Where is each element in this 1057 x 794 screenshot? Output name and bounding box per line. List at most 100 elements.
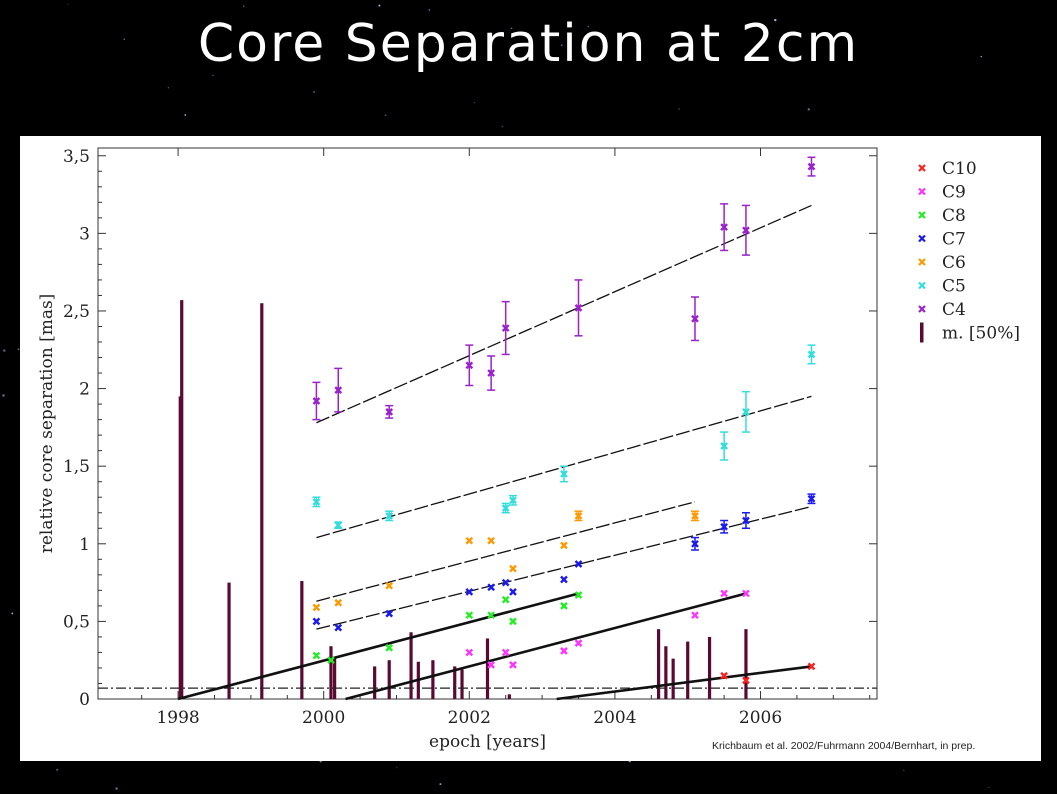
- star: [2, 394, 5, 397]
- data-point-c7: [465, 588, 474, 596]
- bar: [227, 582, 231, 699]
- data-point-c8: [560, 602, 568, 610]
- y-tick-label: 1: [79, 535, 90, 555]
- data-point-c6: [509, 564, 517, 573]
- chart-panel: 0 0,5 1 1,5 2 2,5 3 3,5 1998 2000 2002 2004 2006 epoc…: [20, 136, 1041, 761]
- bar: [431, 660, 435, 699]
- y-tick-label: 3,5: [63, 147, 90, 167]
- star: [17, 348, 20, 351]
- star: [980, 55, 982, 58]
- legend-marker-c5: [918, 281, 926, 290]
- data-point-c6: [487, 536, 495, 545]
- bar: [485, 638, 490, 699]
- data-point-c9: [742, 589, 750, 598]
- bar: [656, 629, 661, 699]
- bar: [333, 657, 337, 699]
- data-point-c7: [385, 609, 394, 618]
- star: [473, 101, 475, 104]
- data-point-c8: [509, 617, 517, 626]
- data-point-c9: [574, 639, 583, 647]
- legend-label-c6: C6: [942, 253, 966, 273]
- x-tick-label: 2004: [593, 708, 636, 728]
- legend-label-c5: C5: [942, 277, 966, 297]
- data-point-c5: [385, 512, 394, 520]
- data-point-c8: [501, 595, 510, 604]
- legend-label-c7: C7: [942, 230, 966, 250]
- bar: [409, 632, 413, 699]
- star: [774, 18, 777, 22]
- star: [313, 91, 315, 93]
- data-point-c7: [807, 494, 816, 503]
- star: [428, 9, 431, 11]
- legend-marker-c10: [918, 164, 926, 172]
- legend-marker-c9: [918, 187, 926, 196]
- star: [378, 4, 381, 7]
- data-point-c6: [385, 581, 394, 590]
- fit-line-c9: [345, 592, 747, 701]
- y-tick-label: 2: [79, 380, 90, 400]
- data-point-c7: [574, 560, 583, 568]
- star: [115, 787, 118, 790]
- x-tick-label: 2000: [302, 708, 345, 728]
- y-axis-label: relative core separation [mas]: [37, 294, 57, 554]
- bar: [453, 666, 457, 699]
- data-point-c9: [560, 647, 568, 655]
- bar: [460, 669, 464, 699]
- bar: [329, 646, 333, 699]
- data-point-c5: [742, 408, 750, 416]
- bar: [178, 396, 182, 699]
- star: [11, 612, 14, 615]
- core-separation-chart: 0 0,5 1 1,5 2 2,5 3 3,5 1998 2000 2002 2004 2006 epoc…: [37, 147, 1020, 752]
- data-point-c6: [691, 512, 699, 520]
- data-point-c10: [742, 676, 750, 685]
- legend-label-c9: C9: [942, 183, 966, 203]
- citation-credit: Krichbaum et al. 2002/Fuhrmann 2004/Bern…: [712, 740, 976, 752]
- star: [366, 59, 369, 61]
- data-point-c7: [501, 578, 510, 587]
- data-point-c7: [487, 583, 495, 592]
- bar: [744, 629, 748, 699]
- data-point-c5: [509, 496, 517, 505]
- x-tick-label: 1998: [156, 708, 199, 728]
- bar: [387, 660, 391, 699]
- data-point-c5: [312, 498, 321, 506]
- data-point-c7: [509, 588, 517, 596]
- bar: [686, 641, 690, 699]
- y-tick-label: 0,5: [63, 612, 90, 632]
- x-tick-label: 2002: [448, 708, 491, 728]
- data-point-c5: [720, 442, 728, 450]
- data-point-c8: [487, 611, 495, 620]
- star: [56, 768, 59, 771]
- data-point-c8: [574, 591, 583, 599]
- fit-line-c7: [316, 505, 812, 630]
- data-point-c10: [807, 662, 816, 671]
- bar: [300, 581, 304, 699]
- star: [501, 125, 504, 128]
- legend-label-c10: C10: [942, 159, 977, 179]
- x-axis-label: epoch [years]: [429, 732, 546, 752]
- data-point-c4: [487, 369, 495, 377]
- data-point-c5: [501, 504, 510, 512]
- data-point-c4: [465, 361, 474, 370]
- data-point-c10: [720, 671, 728, 680]
- data-point-c9: [509, 661, 517, 669]
- data-point-c4: [385, 408, 394, 416]
- star: [396, 767, 398, 769]
- bar: [707, 636, 712, 699]
- data-point-c9: [465, 648, 474, 657]
- star: [807, 108, 811, 111]
- legend-label-bars: m. [50%]: [942, 324, 1020, 344]
- star: [184, 114, 187, 116]
- data-point-c4: [807, 162, 816, 171]
- bar: [664, 646, 668, 699]
- data-point-c4: [574, 304, 583, 312]
- data-point-c8: [465, 611, 474, 620]
- data-point-c7: [312, 617, 321, 626]
- legend-label-c4: C4: [942, 300, 966, 320]
- star: [242, 5, 245, 7]
- data-point-c4: [501, 324, 510, 332]
- data-point-c7: [560, 575, 568, 584]
- star: [439, 783, 442, 786]
- data-point-c5: [807, 350, 816, 359]
- bar: [671, 658, 675, 699]
